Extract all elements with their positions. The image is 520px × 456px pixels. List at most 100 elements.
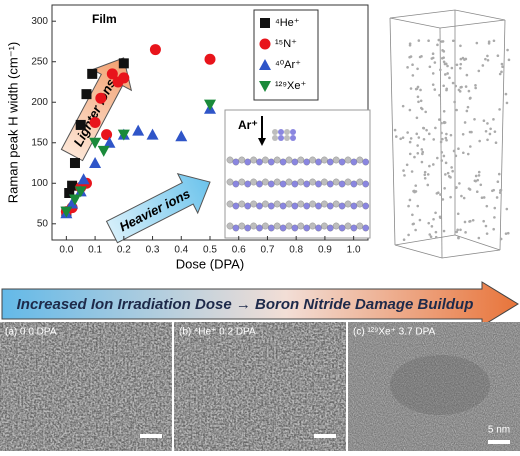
atom: [238, 200, 246, 208]
x-tick-label: 0.6: [232, 245, 246, 256]
atom: [338, 202, 346, 210]
annotation: Ar⁺: [238, 118, 258, 132]
atom: [468, 220, 471, 223]
annotation: Film: [92, 12, 117, 26]
atom: [498, 191, 502, 194]
atom: [459, 67, 462, 70]
atom: [457, 236, 460, 240]
atom: [417, 100, 420, 104]
atom: [278, 135, 284, 141]
x-tick-label: 0.9: [318, 245, 332, 256]
atom: [477, 236, 481, 240]
atom: [262, 200, 269, 208]
atom: [446, 72, 449, 75]
marker: [68, 194, 81, 206]
atom: [272, 135, 278, 141]
atom: [250, 156, 257, 164]
atom: [446, 64, 449, 68]
atom: [256, 158, 263, 166]
legend-label: ¹⁵N⁺: [275, 38, 297, 50]
atom: [492, 39, 496, 43]
atom: [428, 164, 431, 168]
banner-arrow: [1, 281, 519, 327]
y-tick-label: 50: [37, 218, 49, 229]
atom: [262, 156, 269, 164]
atom: [485, 204, 489, 208]
marker: [89, 117, 101, 128]
atom: [326, 202, 334, 210]
atom: [469, 96, 472, 100]
atom: [496, 180, 500, 184]
atom: [455, 108, 458, 112]
scale-label: 5 nm: [488, 425, 510, 436]
atom: [401, 104, 405, 108]
atom: [484, 57, 487, 61]
atom: [464, 85, 468, 88]
atom: [486, 58, 490, 62]
md-inset: Ar⁺: [224, 109, 371, 239]
atom: [506, 231, 510, 235]
atom: [454, 154, 458, 158]
atom: [504, 232, 508, 235]
atom: [450, 66, 454, 70]
atom: [466, 105, 470, 109]
atom: [440, 40, 444, 43]
atom: [494, 141, 498, 144]
panel-label: (b) ⁴He⁺ 0.2 DPA: [179, 327, 256, 338]
lighter-arrow: Lighter ions: [60, 57, 133, 162]
atom: [459, 62, 463, 66]
atom: [414, 184, 418, 187]
atom: [315, 224, 322, 232]
atom: [262, 178, 269, 186]
marker: [67, 180, 78, 191]
atom: [332, 200, 340, 208]
atom: [460, 194, 463, 198]
atom: [501, 65, 504, 69]
atom: [244, 224, 252, 232]
atom: [484, 129, 488, 133]
banner-text: Increased Ion Irradiation Dose → Boron N…: [17, 296, 474, 313]
panel-label: (c) ¹²⁹Xe⁺ 3.7 DPA: [353, 327, 435, 338]
atom: [291, 158, 299, 166]
atom: [442, 50, 446, 53]
atom: [418, 218, 422, 222]
atom: [493, 130, 497, 133]
atom: [406, 131, 409, 134]
atom: [459, 44, 462, 48]
atom: [440, 121, 443, 125]
atom: [450, 166, 453, 169]
atom: [408, 198, 412, 202]
atom: [279, 180, 287, 188]
atom: [474, 84, 477, 87]
atom: [456, 228, 459, 232]
atom: [476, 178, 480, 182]
atom: [267, 224, 275, 232]
atom: [409, 137, 413, 140]
atom: [477, 174, 481, 177]
atom: [321, 200, 328, 208]
atom: [416, 85, 420, 89]
atom: [454, 186, 458, 190]
marker: [89, 157, 102, 169]
atom: [457, 147, 460, 151]
atom: [431, 52, 435, 56]
atom: [321, 156, 328, 164]
atom: [463, 58, 466, 61]
atom: [486, 138, 489, 142]
atom: [418, 55, 422, 59]
atom: [442, 154, 446, 158]
atom: [482, 196, 486, 199]
atom: [407, 204, 410, 208]
atom: [475, 41, 479, 45]
atom: [454, 84, 458, 88]
atom: [470, 130, 473, 134]
atom: [437, 38, 441, 42]
atom: [401, 136, 405, 139]
atom: [444, 161, 448, 165]
atom: [498, 72, 502, 76]
marker: [89, 137, 102, 149]
atom: [451, 169, 454, 173]
atom: [427, 39, 430, 42]
atom: [474, 179, 477, 183]
atom: [500, 70, 503, 74]
